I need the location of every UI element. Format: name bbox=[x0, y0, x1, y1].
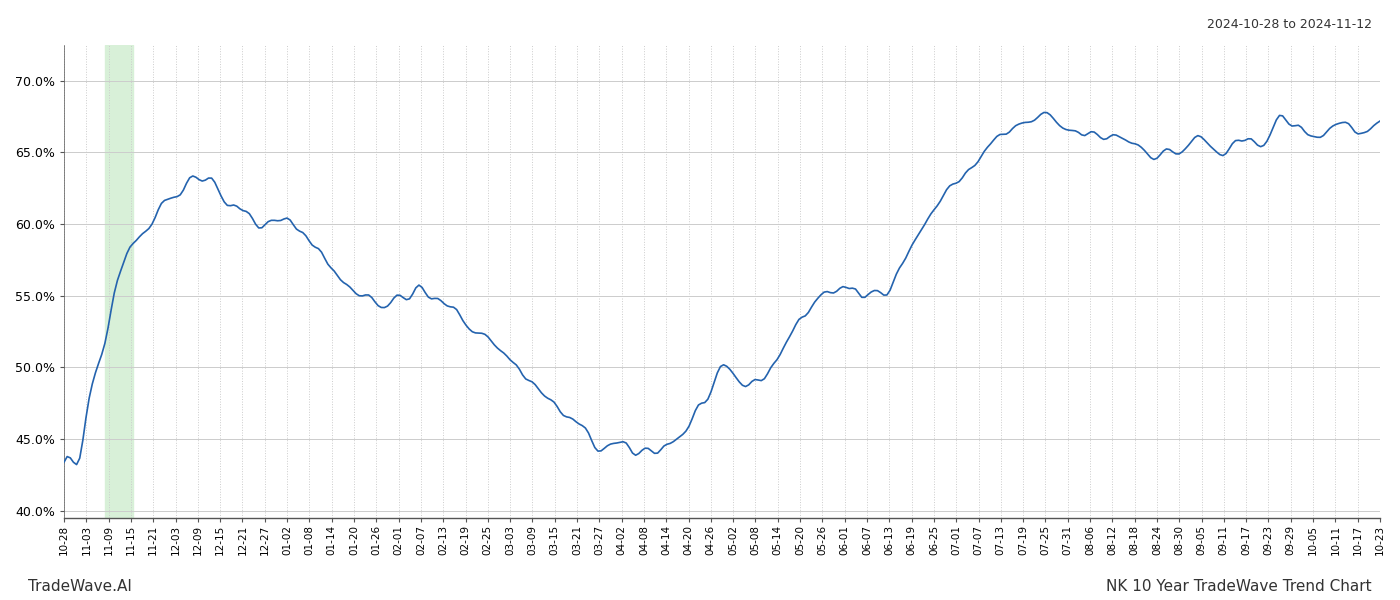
Text: TradeWave.AI: TradeWave.AI bbox=[28, 579, 132, 594]
Bar bbox=[105, 45, 133, 518]
Text: 2024-10-28 to 2024-11-12: 2024-10-28 to 2024-11-12 bbox=[1207, 18, 1372, 31]
Text: NK 10 Year TradeWave Trend Chart: NK 10 Year TradeWave Trend Chart bbox=[1106, 579, 1372, 594]
